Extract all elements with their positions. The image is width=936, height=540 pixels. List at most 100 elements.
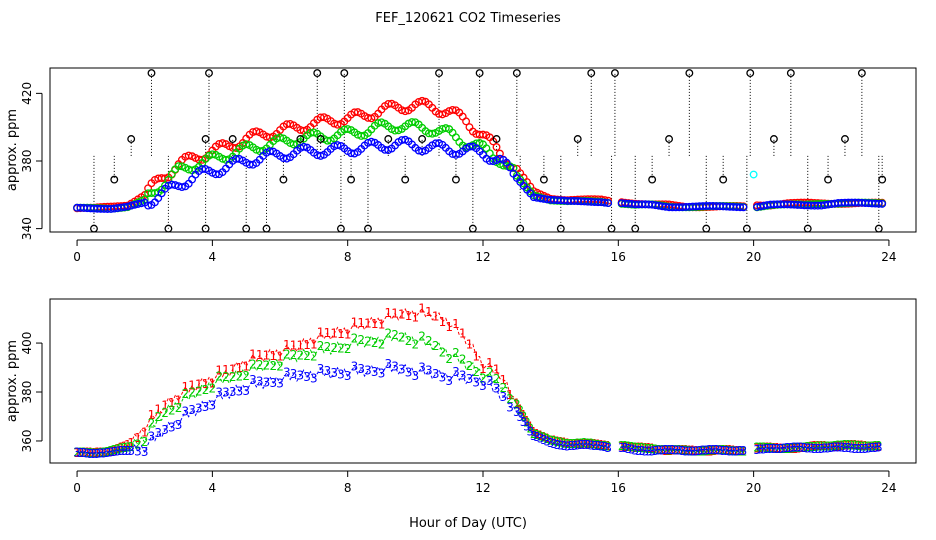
series-1-marker: 1 [80, 446, 88, 460]
series-2-marker: 2 [269, 359, 277, 373]
series-3-marker: 3 [665, 443, 673, 457]
series-2-marker: 2 [466, 359, 474, 373]
series-2-marker: 2 [557, 436, 565, 450]
series-1-marker: 1 [733, 444, 741, 458]
series-3-point [137, 199, 146, 208]
series-3-marker: 3 [730, 444, 738, 458]
series-2-marker: 2 [523, 416, 531, 430]
series-3-point [736, 203, 745, 212]
series-2-marker: 2 [645, 442, 653, 456]
series-2-marker: 2 [537, 429, 545, 443]
series-3-marker: 3 [672, 443, 680, 457]
series-1-marker: 1 [696, 444, 704, 458]
series-1-marker: 1 [141, 425, 149, 439]
series-3-marker: 3 [875, 441, 883, 455]
series-2-marker: 2 [604, 439, 612, 453]
top-y-axis-label: approx. ppm [5, 109, 20, 191]
series-3-marker: 3 [797, 441, 805, 455]
series-2-marker: 2 [378, 337, 386, 351]
series-1-marker: 1 [858, 439, 866, 453]
series-1-marker: 1 [557, 435, 565, 449]
series-1-marker: 1 [719, 443, 727, 457]
series-1-marker: 1 [736, 444, 744, 458]
series-3-marker: 3 [713, 443, 721, 457]
series-3-marker: 3 [658, 443, 666, 457]
outlier-point [468, 224, 477, 233]
series-2-marker: 2 [398, 330, 406, 344]
series-3-marker: 3 [537, 431, 545, 445]
series-3-marker: 3 [472, 375, 480, 389]
series-1-marker: 1 [73, 446, 81, 460]
series-3-point [144, 201, 153, 210]
series-1-marker: 1 [601, 438, 609, 452]
series-3-marker: 3 [364, 364, 372, 378]
bottom-x-tick-label: 16 [611, 481, 626, 495]
outlier-point [347, 175, 356, 184]
series-2-marker: 2 [841, 438, 849, 452]
bottom-y-tick-label: 360 [20, 430, 34, 453]
series-1-marker: 1 [175, 394, 183, 408]
series-2-marker: 2 [263, 358, 271, 372]
series-2-marker: 2 [459, 352, 467, 366]
series-3-marker: 3 [669, 443, 677, 457]
series-2-point [343, 125, 352, 133]
series-1-marker: 1 [581, 437, 589, 451]
series-1-marker: 1 [513, 397, 521, 411]
series-2-marker: 2 [675, 443, 683, 457]
series-3-marker: 3 [838, 441, 846, 455]
series-1-marker: 1 [689, 444, 697, 458]
outlier-point [573, 135, 582, 143]
series-2-marker: 2 [875, 439, 883, 453]
series-1-marker: 1 [672, 443, 680, 457]
outlier-point [492, 135, 501, 143]
series-2-marker: 2 [807, 440, 815, 454]
series-2-marker: 2 [100, 445, 108, 459]
series-3-marker: 3 [841, 441, 849, 455]
series-1-marker: 1 [107, 444, 115, 458]
series-2-point [441, 124, 450, 133]
series-3-marker: 3 [787, 441, 795, 455]
series-2-marker: 2 [865, 440, 873, 454]
series-2-marker: 2 [418, 329, 426, 343]
series-3-marker: 3 [209, 398, 217, 412]
series-3-marker: 3 [425, 364, 433, 378]
series-2-marker: 2 [598, 439, 606, 453]
series-2-marker: 2 [716, 443, 724, 457]
series-1-marker: 1 [645, 441, 653, 455]
series-3-point [495, 154, 504, 163]
series-1-marker: 1 [110, 443, 118, 457]
series-2-marker: 2 [141, 435, 149, 449]
series-3-marker: 3 [689, 444, 697, 458]
outlier-point [340, 69, 349, 78]
series-2-marker: 2 [560, 436, 568, 450]
series-1-marker: 1 [516, 402, 524, 416]
series-1-marker: 1 [807, 440, 815, 454]
outlier-point [262, 224, 271, 233]
series-2-marker: 2 [828, 439, 836, 453]
series-1-marker: 1 [665, 444, 673, 458]
series-1-marker: 1 [405, 309, 413, 323]
series-1-marker: 1 [686, 443, 694, 457]
series-2-marker: 2 [689, 444, 697, 458]
series-1-marker: 1 [195, 377, 203, 391]
series-1-marker: 1 [716, 443, 724, 457]
series-1-marker: 1 [127, 436, 135, 450]
series-1-marker: 1 [773, 441, 781, 455]
series-3-marker: 3 [554, 438, 562, 452]
series-2-marker: 2 [114, 442, 122, 456]
outlier-point [607, 224, 616, 233]
series-3-marker: 3 [794, 441, 802, 455]
series-1-marker: 1 [527, 419, 535, 433]
series-2-marker: 2 [851, 439, 859, 453]
series-3-marker: 3 [195, 401, 203, 415]
series-2-marker: 2 [726, 444, 734, 458]
series-3-marker: 3 [662, 443, 670, 457]
outlier-point [90, 224, 98, 233]
series-3-marker: 3 [154, 426, 162, 440]
series-3-marker: 3 [591, 439, 599, 453]
series-1-marker: 1 [560, 436, 568, 450]
series-1-point [465, 123, 474, 132]
series-3-point [177, 183, 186, 192]
series-3-marker: 3 [604, 441, 612, 455]
